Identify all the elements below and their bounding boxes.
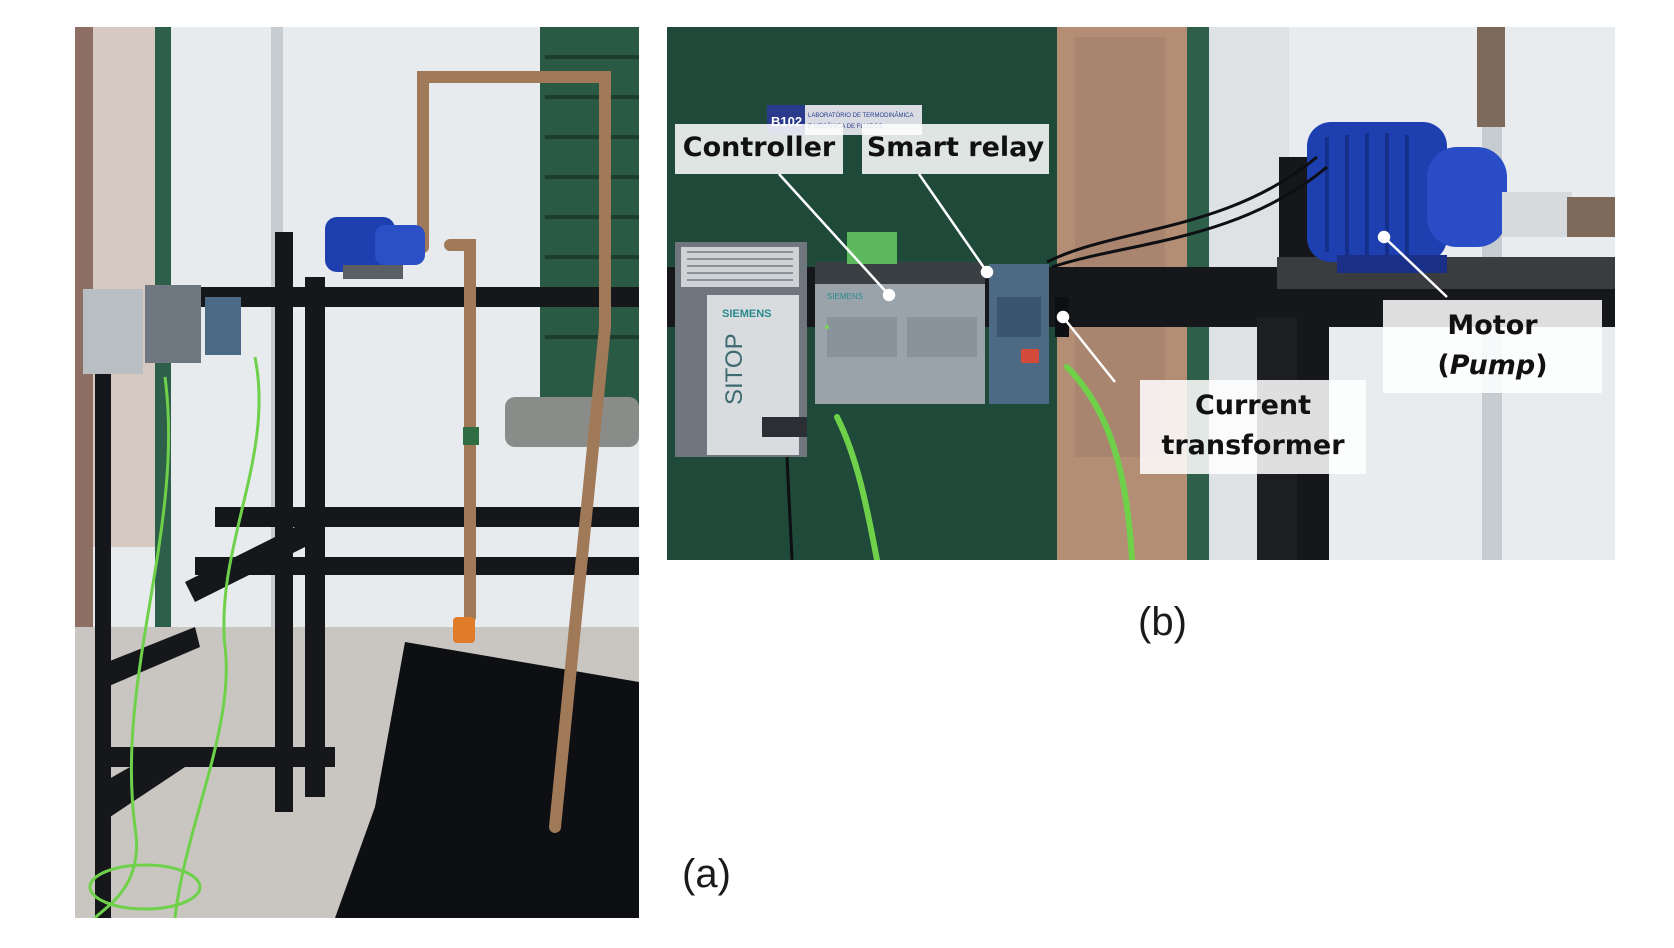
controller-brand: SIEMENS <box>827 292 863 301</box>
photo-test-rig-illustration <box>75 27 639 918</box>
current-transformer-line1: Current <box>1194 390 1312 421</box>
current-transformer-line2: transformer <box>1161 430 1345 461</box>
room-sign-line1: LABORATÓRIO DE TERMODINÂMICA <box>808 112 913 119</box>
motor-line2-close: ) <box>1535 350 1548 381</box>
panel-a-label: (a) <box>682 852 731 896</box>
motor-line2-pump: Pump <box>1449 350 1536 381</box>
motor-line2: (Pump) <box>1383 346 1602 386</box>
power-supply-model: SITOP <box>721 333 748 405</box>
motor-line1: Motor <box>1447 310 1538 341</box>
photo-control-closeup-illustration: B102 LABORATÓRIO DE TERMODINÂMICA E MECÂ… <box>667 27 1615 560</box>
panel-b-label: (b) <box>1138 600 1187 644</box>
photo-test-rig <box>75 27 639 918</box>
photo-control-closeup: B102 LABORATÓRIO DE TERMODINÂMICA E MECÂ… <box>667 27 1615 560</box>
motor-line2-open: ( <box>1437 350 1450 381</box>
smart-relay-callout: Smart relay <box>862 124 1049 174</box>
room-sign-line2: E MECÂNICA DE FLUIDOS <box>808 123 883 130</box>
controller-callout: Controller <box>675 124 843 174</box>
controller-callout-text: Controller <box>682 132 836 163</box>
motor-callout: Motor (Pump) <box>1383 300 1602 393</box>
smart-relay-callout-text: Smart relay <box>866 132 1045 163</box>
power-supply-brand: SIEMENS <box>722 308 772 320</box>
current-transformer-callout: Current transformer <box>1140 380 1366 474</box>
